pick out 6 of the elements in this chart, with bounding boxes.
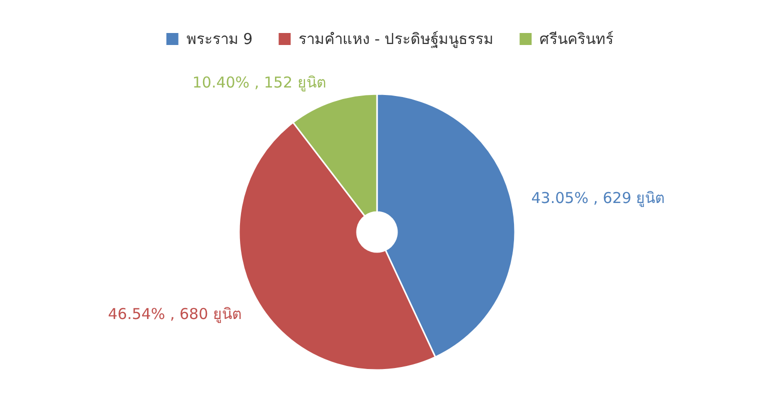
legend-label: ศรีนครินทร์ (540, 30, 614, 48)
data-label: 43.05% , 629 ยูนิต (531, 188, 666, 207)
data-label: 10.40% , 152 ยูนิต (192, 73, 326, 92)
legend-label: พระราม 9 (186, 30, 253, 48)
data-label: 46.54% , 680 ยูนิต (108, 304, 242, 323)
legend-label: รามคำแหง - ประดิษฐ์มนูธรรม (298, 30, 494, 48)
